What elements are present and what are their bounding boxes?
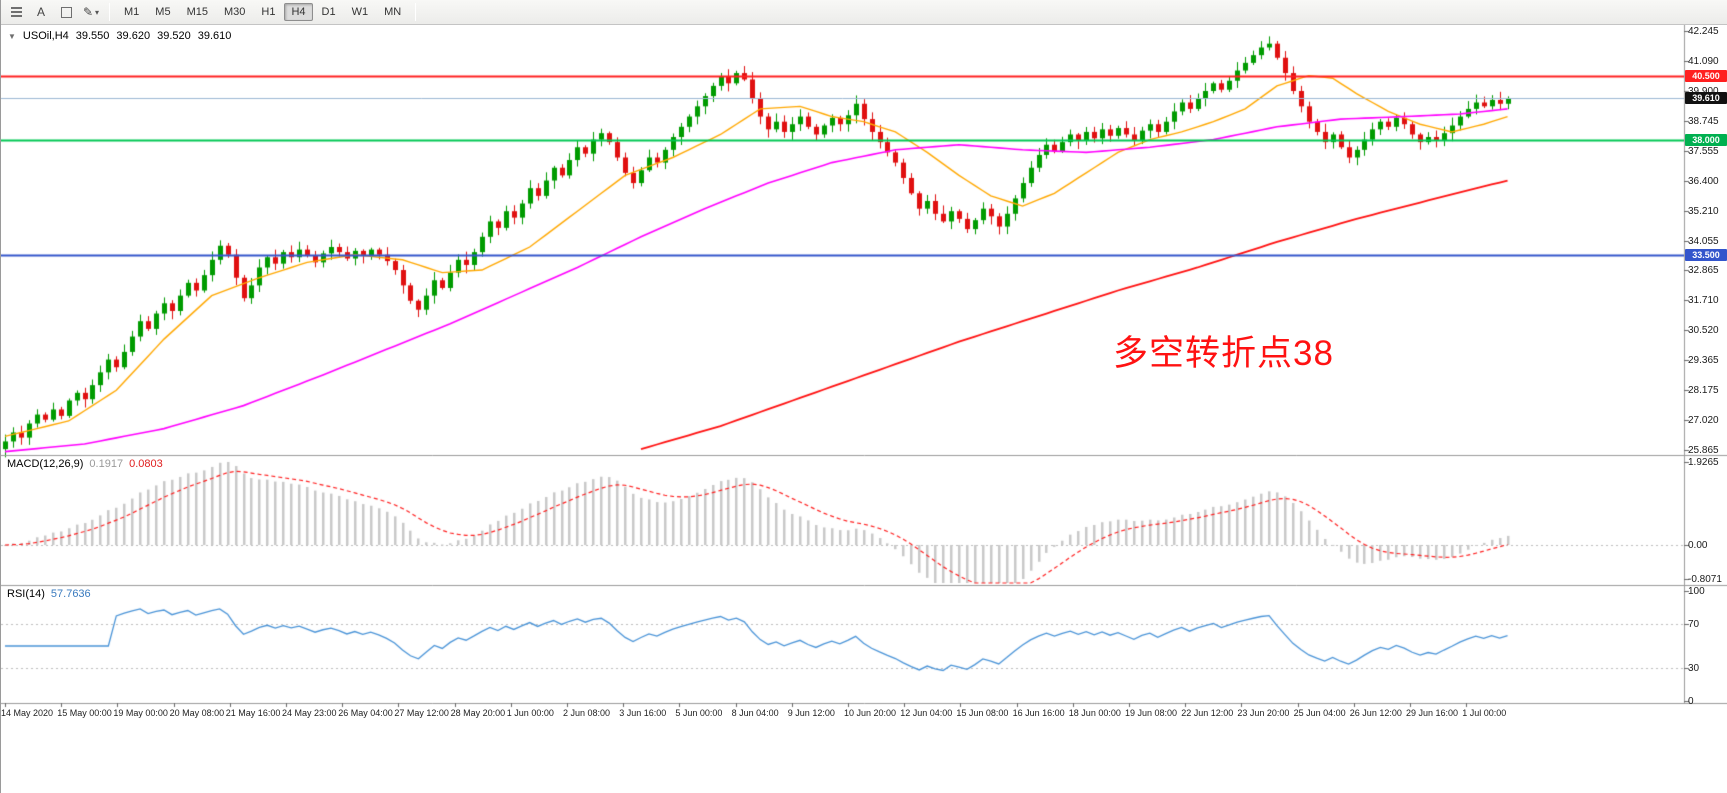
timeframe-button-m15[interactable]: M15 <box>180 3 215 21</box>
annotation-text[interactable]: 多空转折点38 <box>1113 334 1334 373</box>
macd-signal-value: 0.0803 <box>129 458 163 470</box>
main-toolbar: A ✎ ▾ M1 M5 M15 M30 H1 H4 D1 W1 MN <box>1 0 1727 25</box>
rsi-value: 57.7636 <box>50 588 91 600</box>
lines-icon <box>10 7 22 9</box>
ohlc-open: 39.550 <box>75 30 110 42</box>
chevron-down-icon: ▾ <box>95 7 100 17</box>
timeframe-button-group: M1 M5 M15 M30 H1 H4 D1 W1 MN <box>116 3 409 21</box>
timeframe-button-w1[interactable]: W1 <box>345 3 376 21</box>
timeframe-button-m30[interactable]: M30 <box>217 3 252 21</box>
text-tool-label: A <box>36 5 45 19</box>
draw-color-button[interactable]: ✎ ▾ <box>79 2 103 22</box>
toolbar-separator <box>415 3 417 21</box>
symbol-dropdown-icon[interactable]: ▼ <box>8 31 16 41</box>
timeframe-button-m1[interactable]: M1 <box>117 3 146 21</box>
frame-icon <box>60 6 72 18</box>
frame-tool-button[interactable] <box>54 2 78 22</box>
macd-label: MACD(12,26,9) <box>7 458 84 470</box>
chart-area: ▼ USOil,H4 39.550 39.620 39.520 39.610 M… <box>1 25 1727 793</box>
timeframe-button-m5[interactable]: M5 <box>148 3 177 21</box>
toolbar-separator <box>109 3 110 21</box>
timeframe-button-h4[interactable]: H4 <box>284 3 313 21</box>
chart-header: ▼ USOil,H4 39.550 39.620 39.520 39.610 <box>8 30 231 42</box>
text-tool-button[interactable]: A <box>29 2 53 22</box>
symbol-period-label: USOil,H4 <box>22 30 69 42</box>
ohlc-low: 39.520 <box>157 30 191 42</box>
macd-main-value: 0.1917 <box>89 458 124 470</box>
rsi-label: RSI(14) <box>7 588 45 600</box>
macd-panel-header: MACD(12,26,9) 0.1917 0.0803 <box>7 458 163 470</box>
rsi-panel-header: RSI(14) 57.7636 <box>7 588 91 600</box>
chart-list-icon[interactable] <box>4 2 28 22</box>
price-chart-canvas[interactable] <box>1 25 1727 793</box>
timeframe-button-h1[interactable]: H1 <box>254 3 282 21</box>
ohlc-close: 39.610 <box>197 30 232 42</box>
timeframe-button-mn[interactable]: MN <box>377 3 408 21</box>
timeframe-button-d1[interactable]: D1 <box>315 3 343 21</box>
ohlc-high: 39.620 <box>116 30 151 42</box>
